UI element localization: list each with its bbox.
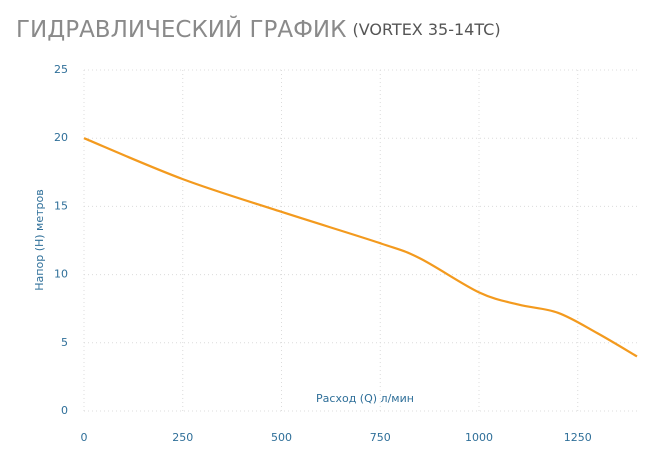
line (83, 137, 638, 358)
x-tick-label: 1250 (564, 431, 592, 444)
x-axis-label: Расход (Q) л/мин (316, 392, 414, 405)
x-tick-label: 750 (370, 431, 391, 444)
x-tick-label: 1000 (465, 431, 493, 444)
y-tick-label: 20 (54, 131, 68, 144)
subtitle: (VORTEX 35-14TC) (352, 20, 500, 39)
chart-title: ГИДРАВЛИЧЕСКИЙ ГРАФИК (VORTEX 35-14TC) (16, 15, 501, 43)
y-axis-label: Напор (H) метров (33, 189, 46, 290)
x-tick-label: 0 (81, 431, 88, 444)
x-tick-label: 500 (271, 431, 292, 444)
x-tick-label: 250 (172, 431, 193, 444)
y-tick-label: 25 (54, 63, 68, 76)
y-tick-label: 0 (61, 404, 68, 417)
y-tick-label: 10 (54, 268, 68, 281)
y-tick-label: 15 (54, 199, 68, 212)
title: ГИДРАВЛИЧЕСКИЙ ГРАФИК (16, 15, 346, 43)
y-tick-label: 5 (61, 336, 68, 349)
